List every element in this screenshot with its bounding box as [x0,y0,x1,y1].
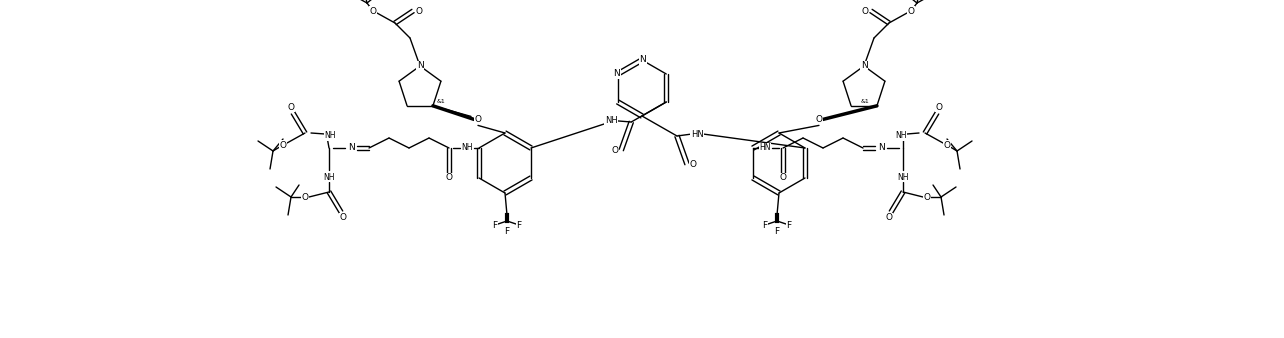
Text: O: O [370,6,376,16]
Text: O: O [815,115,823,124]
Text: O: O [936,102,942,112]
Text: N: N [348,144,354,152]
Text: NH: NH [324,172,335,182]
Text: O: O [923,193,931,201]
Text: HN: HN [759,144,770,152]
Text: O: O [611,145,619,154]
Text: O: O [944,141,950,149]
Text: O: O [280,141,286,149]
Text: O: O [339,214,347,222]
Text: O: O [779,173,787,183]
Text: &1: &1 [437,99,446,104]
Text: O: O [446,173,452,183]
Text: N: N [878,144,885,152]
Text: O: O [908,6,914,16]
Text: NH: NH [898,172,909,182]
Text: F: F [774,226,779,236]
Text: F: F [505,226,510,236]
Text: O: O [416,6,422,16]
Text: &1: &1 [860,99,869,104]
Text: N: N [639,55,646,65]
Text: O: O [288,102,294,112]
Text: F: F [763,220,768,230]
Text: O: O [302,193,308,201]
Text: O: O [886,214,892,222]
Text: O: O [690,160,696,169]
Text: HN: HN [691,129,704,139]
Text: O: O [862,6,868,16]
Text: F: F [786,220,791,230]
Text: F: F [493,220,498,230]
Text: N: N [416,62,424,71]
Text: NH: NH [605,116,618,124]
Text: NH: NH [895,131,907,141]
Text: NH: NH [325,131,336,141]
Text: F: F [516,220,521,230]
Text: O: O [475,115,482,124]
Text: N: N [860,62,868,71]
Text: N: N [614,70,620,78]
Text: NH: NH [461,144,473,152]
